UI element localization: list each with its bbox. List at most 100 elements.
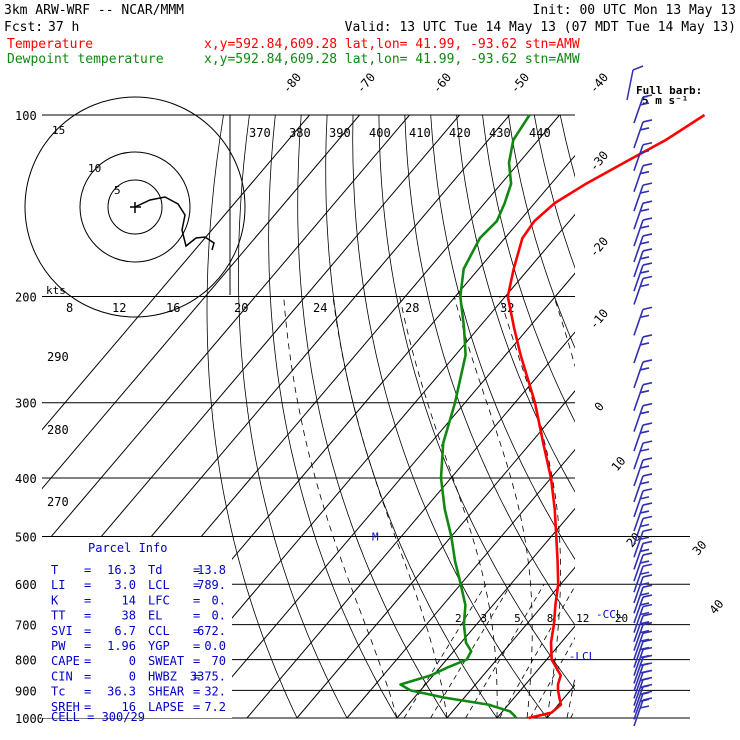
wind-barb-flag [639,496,650,500]
wind-barb-flag [639,430,650,434]
sounding-traces [399,113,706,720]
wind-barb-flag [642,584,653,588]
hodograph-ring-label: 10 [88,162,101,175]
wind-barb-flag [639,684,650,689]
dry-adiabat-line [664,115,740,731]
wind-barb-icon [633,200,653,230]
parcel-info-title: Parcel Info [88,541,167,555]
potential-temperature-label: 280 [47,423,69,437]
parcel-info-equals: = [84,685,91,699]
hodograph-ring-inner [107,179,163,235]
parcel-info-equals: = [84,639,91,653]
wind-barb-flag [642,248,653,252]
wind-barb-staff [633,693,644,720]
hodograph-ring-mid [79,151,191,263]
parcel-info-label: CCL [148,624,170,638]
wind-barb-flag [639,523,650,528]
wind-barb-flag [639,389,650,394]
wind-barb-icon [633,488,653,518]
dewpoint-trace [399,114,531,719]
dry-adiabat-line [297,115,448,718]
isotherm-label: -10 [587,306,612,332]
isotherm-label: 30 [690,538,710,558]
parcel-info-label: T [51,563,58,577]
wind-barb-flag [642,613,653,617]
moist-adiabat-line [607,297,682,719]
wind-barb-flag [639,342,650,346]
dry-adiabat-line [206,115,298,718]
parcel-info-rows: T = 16.3 Td =13.8LI = 3.0 LCL =789.K = 14 LFC = 0.TT =… [51,563,226,714]
wind-barb-icon [633,638,653,668]
wind-barb-icon [633,594,653,624]
parcel-info-label: LCL [148,578,170,592]
parcel-info-value: 13.8 [197,563,226,577]
wind-barb-icon [633,141,653,172]
pressure-label: 700 [15,619,37,633]
wind-barb-flag [639,698,650,703]
isotherm-line [446,566,575,718]
wind-barb-staff [633,165,644,192]
wind-barb-flag [642,262,653,266]
wind-barb-flag [642,422,653,426]
forecast-label: Fcst: [4,20,43,35]
isotherm-line [496,625,575,718]
m-marker: M [372,530,379,543]
wind-speed-tick-label: 20 [234,301,248,315]
parcel-info-value: 0. [212,609,226,623]
dry-adiabat-line [638,115,740,731]
wind-barb-icon [633,162,653,192]
parcel-info-value: 32. [204,685,226,699]
wind-barb-staff [633,672,644,699]
wind-barb-icon [633,119,653,149]
potential-temperature-label: 390 [329,126,351,140]
isotherm-line [42,115,460,608]
wind-barb-icon [633,473,653,503]
wind-barb-staff [633,554,644,582]
parcel-info-background [42,537,232,718]
wind-barb-flag [639,705,650,709]
wind-barb-staff [633,632,644,660]
isotherm-label: 40 [707,597,727,617]
wind-barb-staff [633,278,644,305]
wind-barb-icon [633,613,653,643]
wind-barb-flag [639,621,650,625]
parcel-info-label: Td [148,563,162,577]
dry-adiabat-line [586,115,740,731]
wind-speed-tick-label: 12 [112,301,126,315]
wind-barb-flag [642,638,653,643]
wind-barb-flag [639,670,650,674]
isotherm-line [42,115,410,549]
wind-barb-flag [642,594,653,598]
parcel-info-value: 36.3 [107,685,136,699]
wind-barb-staff [633,405,644,432]
potential-temperature-label: 440 [529,126,551,140]
isotherm-label: -40 [587,70,612,96]
parcel-info-equals: = [193,700,200,714]
dry-adiabat-line [456,115,575,493]
pressure-label: 100 [15,109,37,123]
parcel-info-equals: = [84,700,91,714]
wind-barb-flag [642,381,653,386]
wind-legend-line1: Full barb: [636,84,702,97]
parcel-info-label: LI [51,578,65,592]
parcel-info-value: 7.2 [204,700,226,714]
pressure-label: 400 [15,472,37,486]
pressure-label: 200 [15,291,37,305]
mixing-ratio-line [465,584,545,718]
hodograph-ring-label: 15 [52,124,65,137]
wind-barb-flag [642,540,653,545]
isotherm-line [146,213,575,718]
parcel-info-label: Tc [51,685,65,699]
dry-adiabat-line [325,115,498,718]
wind-barb-staff [633,530,644,558]
wind-barb-staff [633,121,644,149]
wind-barb-flag [639,662,650,667]
potential-temperature-label: 400 [369,126,391,140]
isotherm-line [246,331,575,718]
parcel-info-equals: = [193,624,200,638]
wind-legend-line2: 5 m s⁻¹ [642,94,688,107]
parcel-info-label: SREH [51,700,80,714]
wind-barb-flag [639,367,650,371]
parcel-info-equals: = [193,654,200,668]
wind-barb-flag [642,162,653,167]
